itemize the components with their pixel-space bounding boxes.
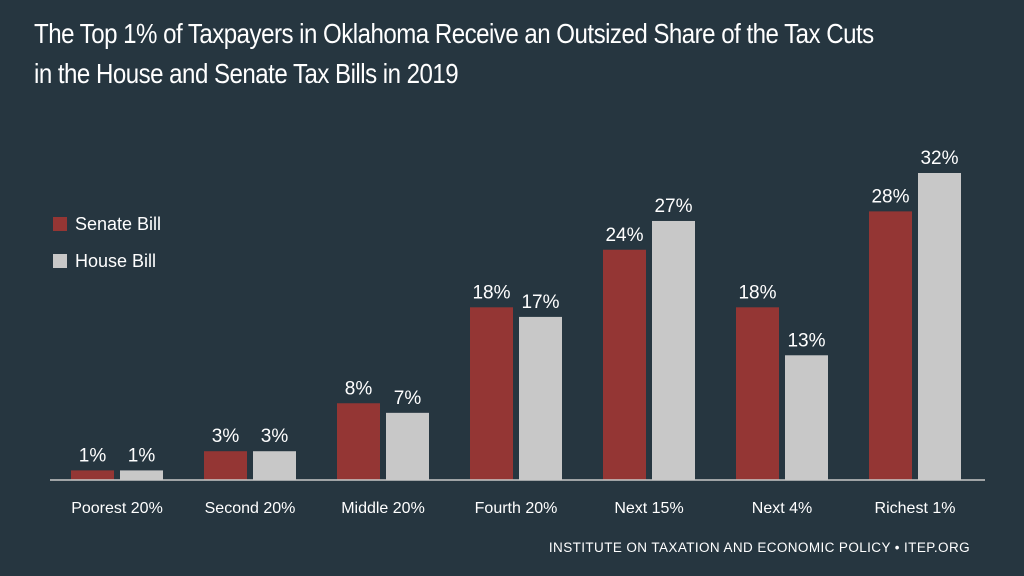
data-label-house-bill-next-15: 27% bbox=[654, 196, 692, 217]
data-label-senate-bill-next-4: 18% bbox=[738, 282, 776, 303]
data-label-senate-bill-fourth-20: 18% bbox=[472, 282, 510, 303]
data-label-house-bill-middle-20: 7% bbox=[394, 388, 422, 409]
legend-label-house-bill: House Bill bbox=[75, 250, 157, 271]
bar-house-bill-middle-20 bbox=[386, 412, 429, 480]
legend-swatch-senate-bill bbox=[53, 217, 67, 231]
data-label-senate-bill-middle-20: 8% bbox=[345, 378, 373, 399]
chart-title: The Top 1% of Taxpayers in Oklahoma Rece… bbox=[34, 14, 874, 94]
bar-senate-bill-second-20 bbox=[204, 451, 247, 480]
category-label-fourth-20: Fourth 20% bbox=[475, 500, 558, 517]
bar-house-bill-next-4 bbox=[785, 355, 828, 480]
bar-house-bill-fourth-20 bbox=[519, 316, 562, 480]
data-label-house-bill-fourth-20: 17% bbox=[521, 292, 559, 313]
category-label-next-4: Next 4% bbox=[752, 500, 812, 517]
bar-house-bill-second-20 bbox=[253, 451, 296, 480]
data-label-senate-bill-next-15: 24% bbox=[605, 225, 643, 246]
bar-senate-bill-next-15 bbox=[603, 249, 646, 480]
data-label-house-bill-richest-1: 32% bbox=[920, 148, 958, 169]
category-label-middle-20: Middle 20% bbox=[341, 500, 425, 517]
bar-senate-bill-middle-20 bbox=[337, 403, 380, 480]
data-label-house-bill-next-4: 13% bbox=[787, 330, 825, 351]
data-label-senate-bill-richest-1: 28% bbox=[871, 186, 909, 207]
chart-legend: Senate Bill House Bill bbox=[53, 212, 161, 286]
data-label-senate-bill-poorest-20: 1% bbox=[79, 445, 107, 466]
bar-senate-bill-richest-1 bbox=[869, 211, 912, 480]
category-label-next-15: Next 15% bbox=[614, 500, 683, 517]
bar-house-bill-richest-1 bbox=[918, 173, 961, 480]
bar-senate-bill-poorest-20 bbox=[71, 470, 114, 480]
chart-title-line-1: The Top 1% of Taxpayers in Oklahoma Rece… bbox=[34, 18, 874, 49]
category-label-second-20: Second 20% bbox=[205, 500, 296, 517]
data-label-house-bill-second-20: 3% bbox=[261, 426, 289, 447]
bar-house-bill-poorest-20 bbox=[120, 470, 163, 480]
legend-label-senate-bill: Senate Bill bbox=[75, 213, 162, 234]
bar-senate-bill-fourth-20 bbox=[470, 307, 513, 480]
data-label-senate-bill-second-20: 3% bbox=[212, 426, 240, 447]
legend-item-senate-bill: Senate Bill bbox=[53, 212, 161, 236]
data-label-house-bill-poorest-20: 1% bbox=[128, 445, 156, 466]
legend-item-house-bill: House Bill bbox=[53, 249, 161, 273]
bar-senate-bill-next-4 bbox=[736, 307, 779, 480]
legend-swatch-house-bill bbox=[53, 254, 67, 268]
chart-title-line-2: in the House and Senate Tax Bills in 201… bbox=[34, 58, 459, 89]
bar-house-bill-next-15 bbox=[652, 220, 695, 480]
source-footer: INSTITUTE ON TAXATION AND ECONOMIC POLIC… bbox=[548, 540, 970, 555]
category-label-richest-1: Richest 1% bbox=[875, 500, 956, 517]
category-label-poorest-20: Poorest 20% bbox=[71, 500, 163, 517]
